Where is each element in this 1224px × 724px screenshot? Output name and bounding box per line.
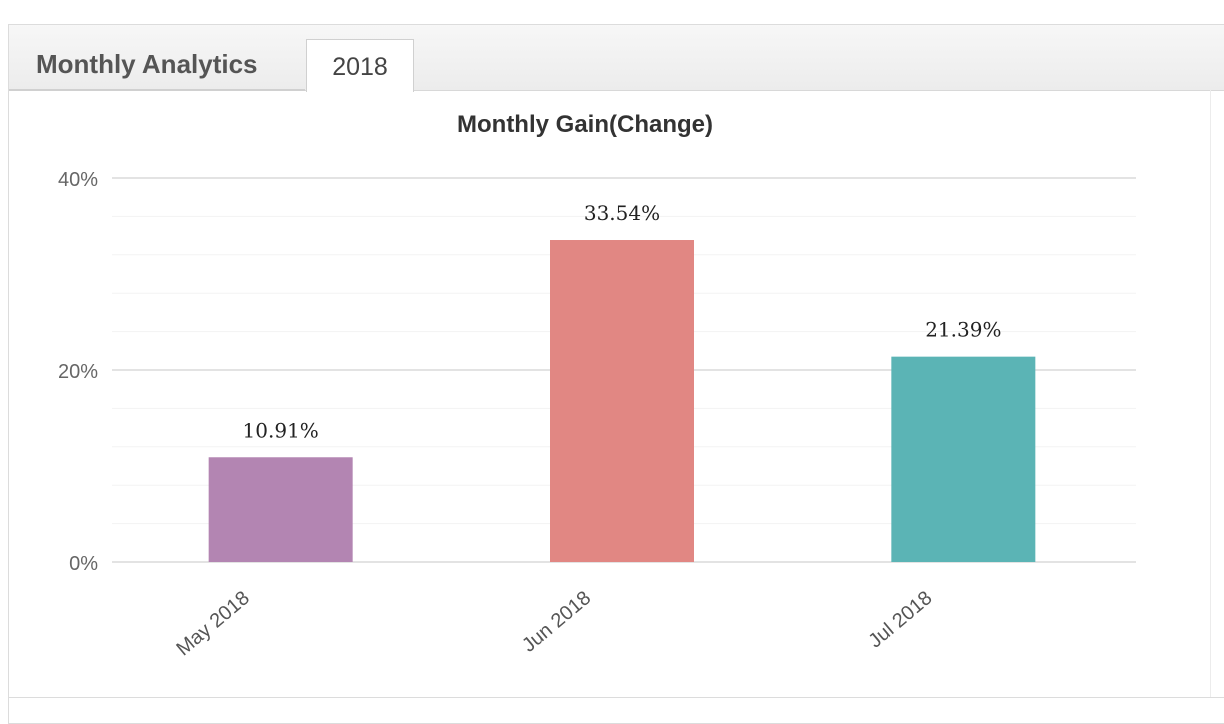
bar-jun-2018[interactable] [550, 240, 694, 563]
panel-title: Monthly Analytics [36, 49, 258, 79]
panel-scroll-divider [1210, 90, 1211, 697]
y-axis: 0% 20% 40% [58, 169, 98, 575]
data-labels: 10.91% 33.54% 21.39% [243, 201, 1002, 442]
x-tick-label: Jun 2018 [518, 587, 595, 657]
bar-jul-2018[interactable] [891, 356, 1036, 562]
x-axis: May 2018 Jun 2018 Jul 2018 [172, 587, 936, 660]
tab-bar: Monthly Analytics 2018 [9, 25, 1224, 92]
title-underline [9, 89, 305, 91]
chart-title: Monthly Gain(Change) [457, 111, 713, 138]
bar-may-2018[interactable] [208, 457, 353, 562]
y-tick-label: 20% [58, 361, 98, 383]
tab-2018[interactable]: 2018 [306, 39, 414, 92]
x-tick-label: May 2018 [172, 587, 253, 660]
data-label: 21.39% [925, 318, 1001, 342]
y-tick-label: 40% [58, 169, 98, 191]
data-label: 10.91% [243, 418, 319, 442]
x-tick-label: Jul 2018 [864, 587, 936, 652]
bars [208, 240, 1036, 563]
panel-bottom-border [8, 697, 1224, 698]
y-tick-label: 0% [69, 553, 98, 575]
data-label: 33.54% [584, 201, 660, 225]
